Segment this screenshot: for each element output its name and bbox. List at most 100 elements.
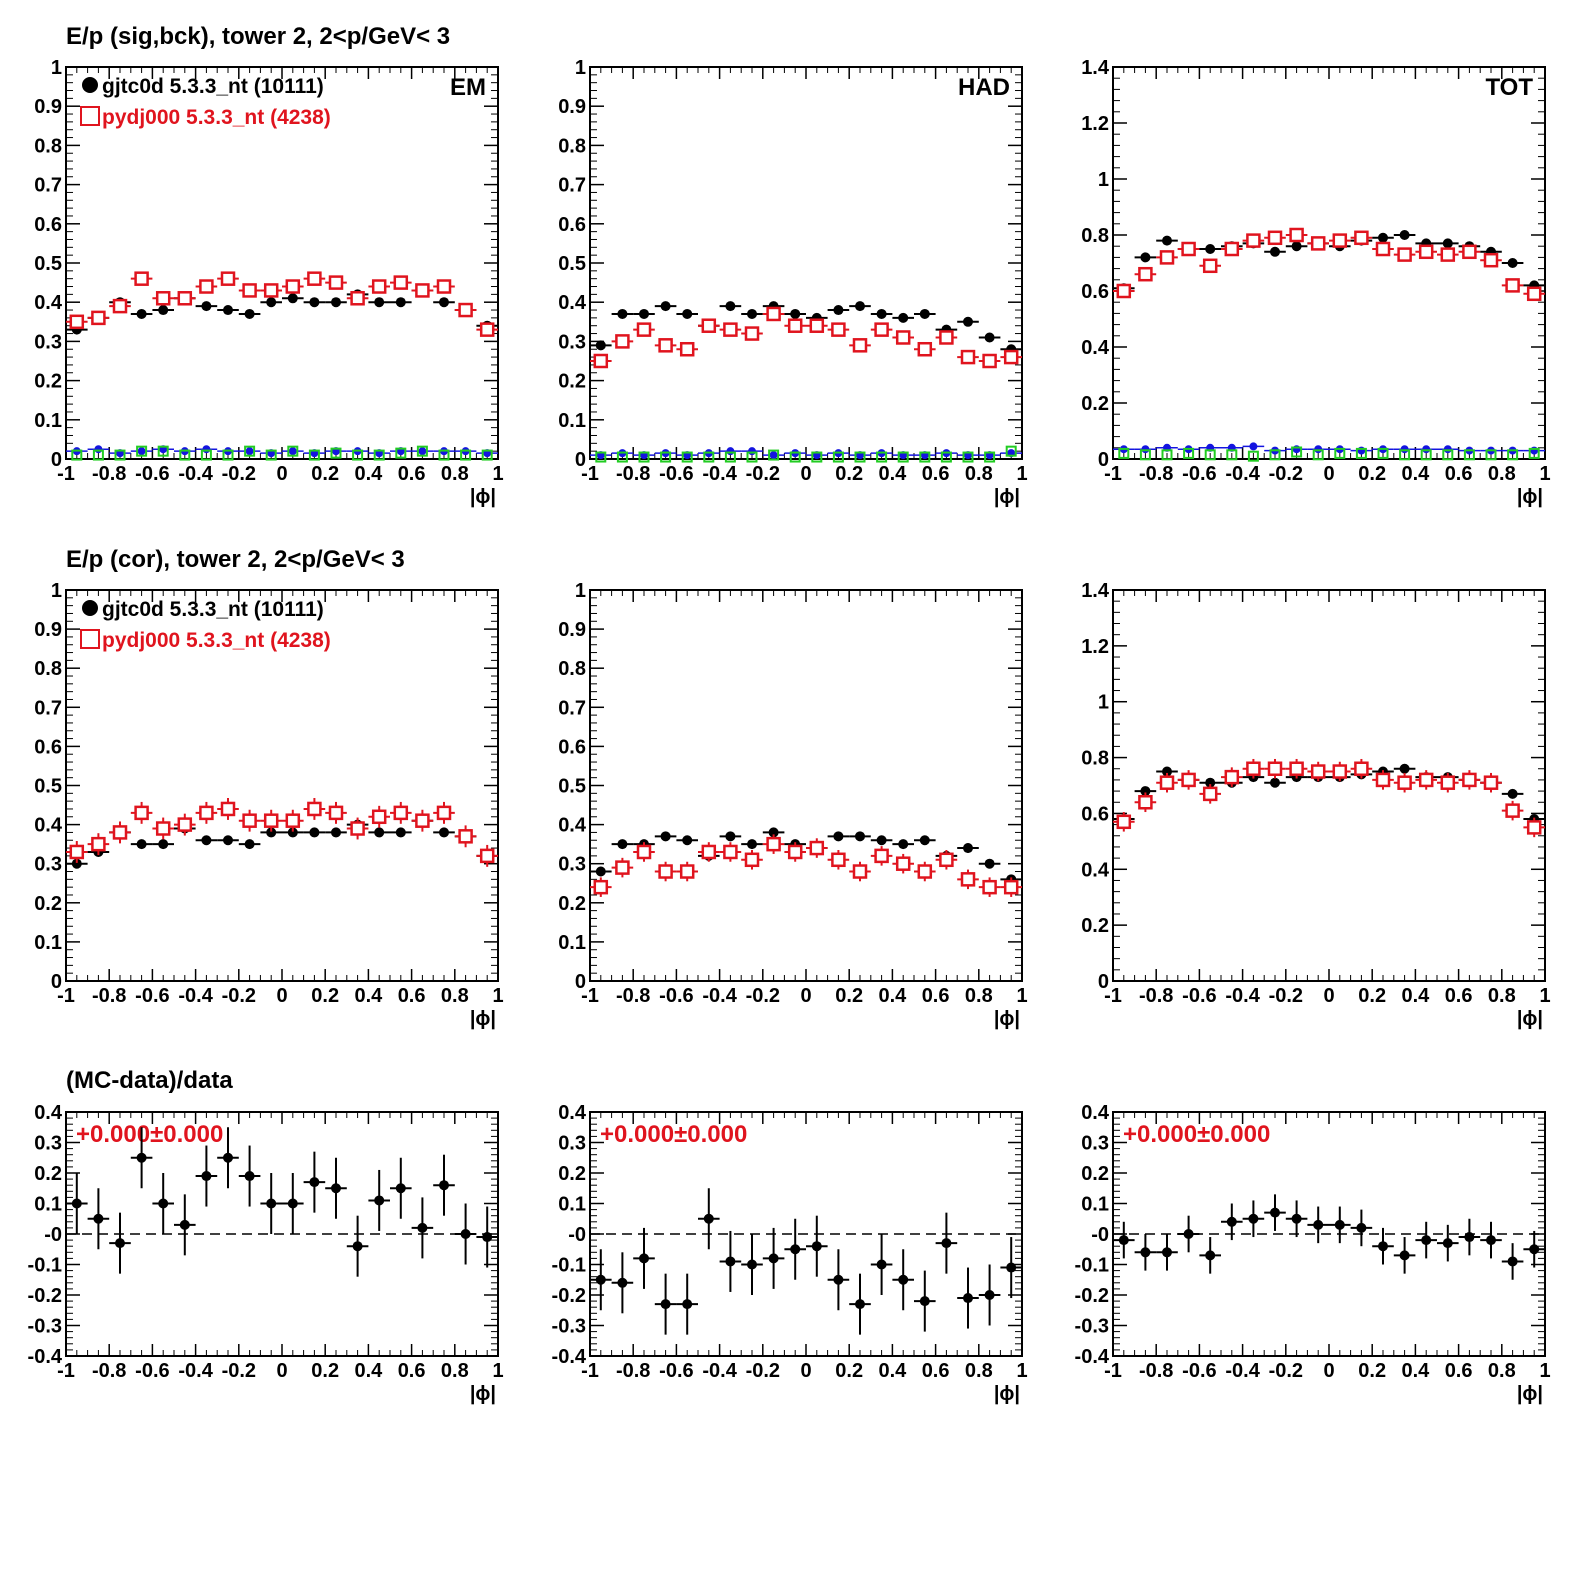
mc-point	[479, 322, 495, 337]
background-point-green	[114, 449, 126, 461]
mc-point	[1003, 349, 1019, 365]
data-point	[309, 297, 320, 308]
data-point	[941, 1238, 952, 1249]
data-point	[1226, 1216, 1237, 1227]
data-point	[725, 1256, 736, 1267]
x-tick-label: 0.8	[441, 1360, 469, 1382]
panel-tag: TOT	[1485, 74, 1533, 101]
mc-point	[91, 836, 106, 852]
y-tick-label: 0.6	[558, 214, 586, 236]
x-axis-label: |ϕ|	[470, 1008, 496, 1030]
x-tick-label: -0.4	[702, 463, 737, 485]
x-tick-label: 1	[1539, 985, 1550, 1007]
x-tick-label: -0.8	[1139, 985, 1173, 1007]
mc-point	[307, 801, 322, 817]
mc-point	[199, 805, 214, 821]
data-point	[136, 1152, 147, 1163]
mc-point	[1354, 230, 1369, 246]
background-point-blue	[1530, 446, 1539, 455]
mc-point	[155, 291, 171, 306]
data-point	[984, 858, 995, 869]
mc-point	[1483, 252, 1499, 268]
y-tick-label: -0.2	[552, 1285, 586, 1307]
mc-point	[1418, 244, 1434, 260]
background-point-green	[1161, 449, 1173, 461]
background-point-green	[1291, 446, 1303, 458]
y-tick-label: 0.7	[558, 697, 586, 719]
panel-r0-c2: -1 -0.8 -0.6 -0.4 -0.2 0 0.2 0.4 0.6 0.8 1|ϕ|00.20…	[1081, 57, 1550, 508]
y-tick-label: 0.5	[558, 776, 586, 798]
y-tick-label: 0.3	[34, 1133, 62, 1155]
x-tick-label: 0.2	[1358, 985, 1386, 1007]
x-tick-label: 1	[1539, 1360, 1550, 1382]
data-point	[963, 316, 973, 327]
mc-point	[1505, 278, 1520, 293]
y-tick-label: 0.4	[34, 292, 63, 314]
y-tick-label: 0.8	[558, 135, 586, 157]
data-point	[287, 293, 298, 304]
y-tick-label: -0.1	[1075, 1255, 1109, 1277]
background-point-green	[222, 449, 234, 461]
background-point-green	[438, 449, 450, 461]
x-tick-label: -0.8	[1139, 1360, 1173, 1382]
x-axis-label: |ϕ|	[1517, 1008, 1543, 1030]
data-point	[136, 308, 147, 319]
data-point	[93, 1213, 104, 1224]
background-point-green	[1334, 447, 1346, 459]
x-tick-label: -0.6	[659, 463, 693, 485]
mc-point	[615, 860, 630, 875]
mc-point	[458, 829, 473, 844]
x-tick-label: -0.8	[616, 1360, 650, 1382]
y-tick-label: 0.8	[34, 135, 62, 157]
data-point	[1248, 1213, 1259, 1224]
data-point	[1442, 238, 1453, 249]
panel-r1-c2: -1 -0.8 -0.6 -0.4 -0.2 0 0.2 0.4 0.6 0.8 1|ϕ|00.20…	[1081, 580, 1550, 1030]
x-tick-label: -1	[57, 985, 75, 1007]
background-point-green	[703, 451, 715, 463]
background-point-green	[416, 445, 428, 457]
background-point-blue	[1314, 445, 1323, 454]
background-point-green	[1183, 447, 1195, 459]
data-point	[1270, 246, 1280, 257]
mc-point	[1526, 286, 1542, 302]
legend-label-data: gjtc0d 5.3.3_nt (10111)	[102, 75, 324, 98]
row-title-top: E/p (sig,bck), tower 2, 2<p/GeV< 3	[66, 23, 450, 50]
mc-point	[1181, 241, 1196, 257]
x-tick-label: 1	[1016, 463, 1027, 485]
mc-point	[1267, 230, 1283, 246]
mc-point	[744, 326, 760, 341]
mc-point	[593, 353, 609, 369]
mc-point	[328, 805, 344, 821]
mc-point	[155, 821, 171, 836]
x-tick-label: -1	[1104, 463, 1122, 485]
mc-point	[285, 813, 301, 828]
mc-point	[874, 322, 889, 337]
data-point	[266, 827, 277, 838]
series-mc	[590, 834, 1022, 897]
background-point-green	[616, 451, 628, 463]
data-point	[266, 297, 277, 308]
background-point-green	[308, 449, 320, 461]
x-tick-label: -0.2	[1269, 1360, 1303, 1382]
mc-point	[1332, 233, 1348, 248]
x-tick-label: -0.6	[659, 1360, 693, 1382]
data-point	[1378, 232, 1388, 243]
data-point	[595, 340, 606, 351]
background-point-blue	[1400, 445, 1409, 454]
data-point	[395, 297, 406, 308]
y-tick-label: -0.2	[28, 1285, 62, 1307]
mc-point	[895, 856, 911, 871]
y-tick-label: 0.2	[34, 1163, 62, 1185]
data-point	[136, 839, 147, 850]
background-point-green	[832, 451, 844, 463]
data-point	[747, 308, 757, 319]
x-tick-label: -0.2	[222, 985, 256, 1007]
data-point	[1205, 244, 1216, 254]
mc-point	[458, 302, 473, 318]
mc-point	[723, 322, 738, 337]
y-tick-label: 0	[51, 971, 62, 993]
mc-point	[852, 864, 868, 879]
mc-point	[917, 864, 933, 879]
y-tick-label: 0.6	[1081, 281, 1109, 303]
data-point	[1529, 1244, 1540, 1255]
